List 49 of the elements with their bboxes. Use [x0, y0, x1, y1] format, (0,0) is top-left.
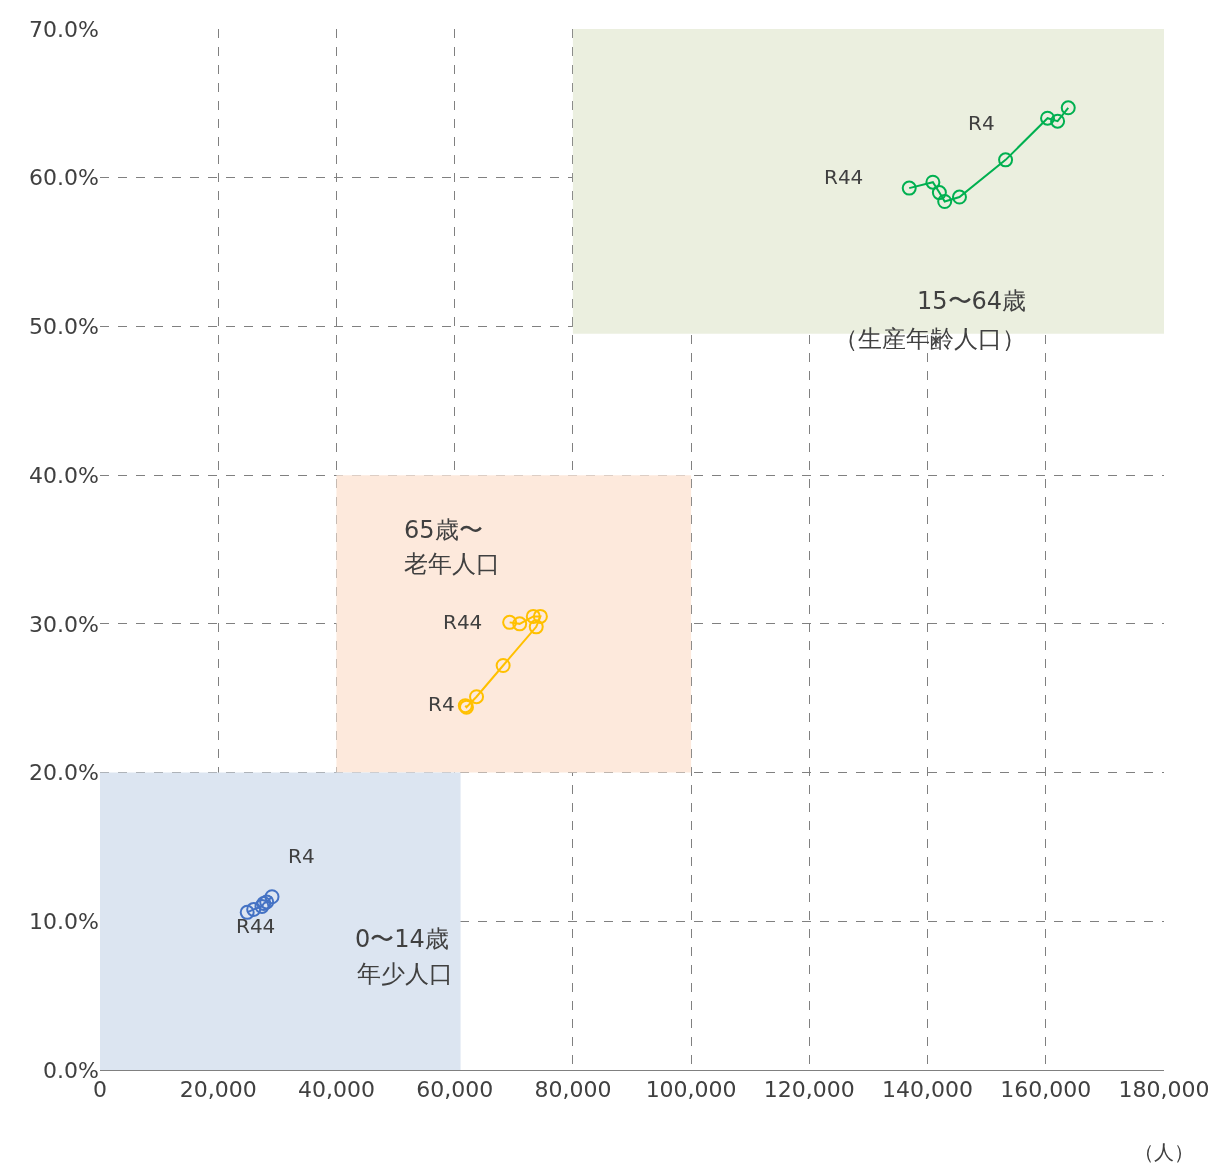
point: [495, 658, 511, 673]
x-tick-label: 120,000: [763, 1077, 855, 1103]
annotation: R4: [968, 111, 995, 135]
x-tick-label: 180,000: [1118, 1077, 1210, 1103]
y-tick-label: 40.0%: [29, 462, 99, 488]
annotation: （生産年齢人口）: [834, 325, 1026, 353]
annotation: 65歳〜: [404, 516, 483, 544]
y-tick-label: 30.0%: [29, 611, 99, 637]
point: [512, 616, 528, 632]
point: [951, 189, 967, 205]
point: [264, 889, 280, 905]
point: [532, 608, 548, 624]
annotation: R44: [824, 165, 864, 189]
annotation: 年少人口: [357, 960, 453, 988]
y-tick-label: 20.0%: [29, 760, 99, 786]
point: [998, 152, 1014, 168]
y-tick-label: 50.0%: [29, 314, 99, 340]
annotation: 0〜14歳: [355, 925, 449, 953]
x-axis-title: （人）: [1134, 1140, 1194, 1164]
point: [246, 901, 262, 917]
point: [1040, 110, 1056, 126]
annotation: 15〜64歳: [917, 287, 1027, 315]
point: [239, 904, 255, 920]
x-tick-label: 140,000: [882, 1077, 974, 1103]
y-tick-label: 10.0%: [29, 908, 99, 934]
point: [525, 608, 541, 624]
x-tick-label: 160,000: [1000, 1077, 1092, 1103]
point: [901, 180, 917, 196]
point: [1060, 100, 1076, 116]
y-tick-label: 60.0%: [29, 165, 99, 191]
annotation: R44: [443, 610, 483, 634]
x-tick-label: 0: [93, 1077, 107, 1103]
x-tick-label: 100,000: [645, 1077, 737, 1103]
annotation: R4: [428, 692, 455, 716]
point: [502, 614, 518, 630]
point: [528, 619, 544, 635]
x-tick-label: 80,000: [534, 1077, 612, 1103]
y-tick-label: 70.0%: [29, 16, 99, 42]
x-tick-label: 20,000: [179, 1077, 257, 1103]
annotation: R4: [288, 844, 315, 868]
annotation: R44: [236, 914, 276, 938]
x-tick-label: 40,000: [297, 1077, 375, 1103]
annotation: 老年人口: [404, 550, 500, 578]
point: [925, 174, 941, 190]
x-tick-label: 60,000: [416, 1077, 494, 1103]
point: [937, 194, 953, 209]
point: [1050, 113, 1066, 129]
point: [931, 185, 947, 201]
point: [469, 689, 485, 705]
